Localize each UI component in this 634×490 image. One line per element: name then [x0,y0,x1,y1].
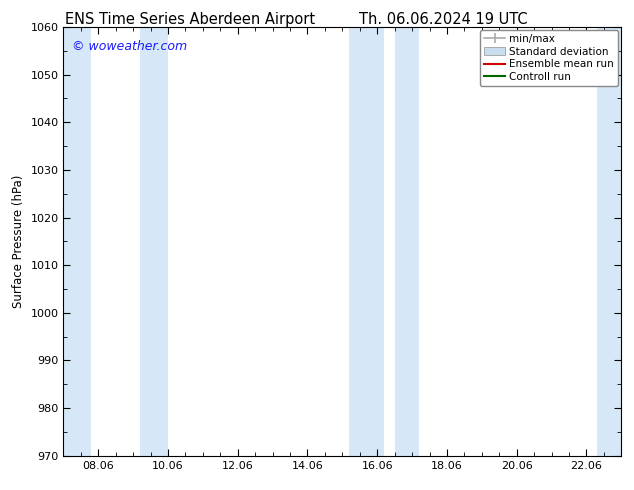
Bar [597,27,621,456]
Text: © woweather.com: © woweather.com [72,40,187,53]
Y-axis label: Surface Pressure (hPa): Surface Pressure (hPa) [12,174,25,308]
Bar [140,27,168,456]
Bar [394,27,419,456]
Text: ENS Time Series Aberdeen Airport: ENS Time Series Aberdeen Airport [65,12,315,27]
Text: Th. 06.06.2024 19 UTC: Th. 06.06.2024 19 UTC [359,12,528,27]
Legend: min/max, Standard deviation, Ensemble mean run, Controll run: min/max, Standard deviation, Ensemble me… [480,30,618,86]
Bar [63,27,91,456]
Bar [349,27,384,456]
